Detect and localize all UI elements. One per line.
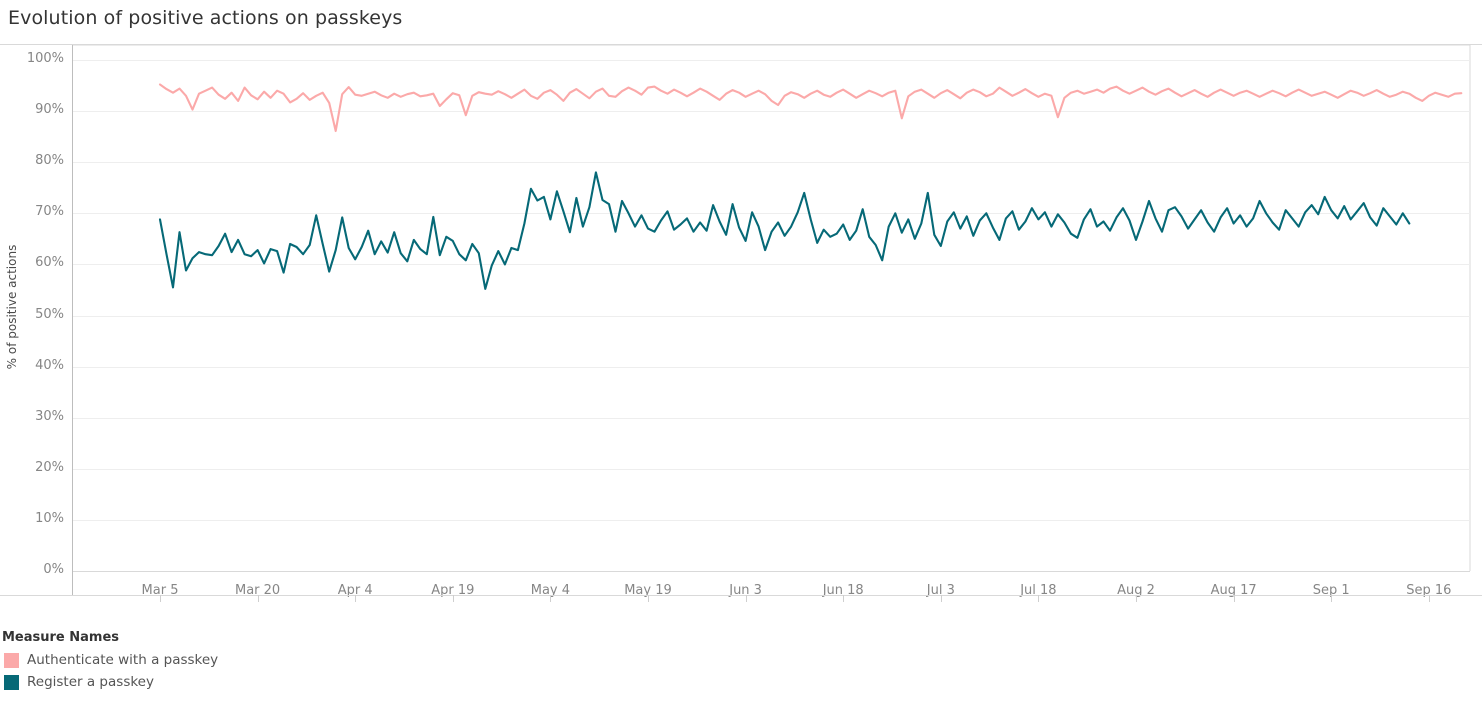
series-line	[158, 83, 1463, 133]
y-tick-label: 80%	[35, 153, 64, 169]
x-tick-label: May 19	[624, 583, 672, 598]
legend-item-label: Register a passkey	[27, 674, 154, 690]
y-tick-label: 70%	[35, 204, 64, 220]
x-tick-label: Aug 2	[1117, 583, 1155, 598]
y-tick-label: 10%	[35, 510, 64, 526]
chart-svg	[0, 45, 1482, 602]
y-tick-label: 90%	[35, 102, 64, 118]
y-tick-label: 50%	[35, 306, 64, 322]
x-tick-label: Apr 4	[337, 583, 373, 598]
y-tick-label: 100%	[26, 51, 64, 66]
legend-color-swatch	[4, 674, 19, 690]
x-tick-label: Jun 18	[822, 583, 864, 598]
x-tick-label: Jul 3	[926, 583, 955, 598]
x-tick-label: Mar 5	[141, 583, 179, 598]
x-tick-label: Mar 20	[234, 583, 281, 598]
legend-color-swatch	[4, 652, 19, 668]
y-tick-label: 40%	[35, 357, 64, 373]
x-tick-label: Sep 1	[1312, 583, 1350, 598]
series-line	[158, 171, 1411, 290]
legend-item[interactable]: Register a passkey	[0, 671, 400, 693]
y-tick-label: 0%	[43, 562, 64, 577]
page-title: Evolution of positive actions on passkey…	[8, 7, 403, 29]
x-tick-label: May 4	[530, 583, 571, 598]
chart-plot-area: % of positive actions 0% 10% 20% 30% 40% 50% 6…	[0, 45, 1482, 620]
legend-items: Authenticate with a passkey Register a pa…	[0, 649, 400, 693]
x-tick-label: Aug 17	[1210, 583, 1257, 598]
chart-legend: Measure Names Authenticate with a passke…	[0, 630, 400, 693]
x-tick-label: Apr 19	[431, 583, 475, 598]
y-tick-label: 60%	[35, 255, 64, 271]
legend-item-label: Authenticate with a passkey	[27, 652, 219, 668]
legend-title: Measure Names	[2, 630, 120, 645]
y-tick-label: 20%	[35, 459, 64, 475]
x-tick-label: Jun 3	[729, 583, 762, 598]
x-tick-label: Sep 16	[1406, 583, 1452, 598]
y-tick-label: 30%	[35, 408, 64, 424]
legend-item[interactable]: Authenticate with a passkey	[0, 649, 400, 671]
x-tick-label: Jul 18	[1020, 583, 1057, 598]
